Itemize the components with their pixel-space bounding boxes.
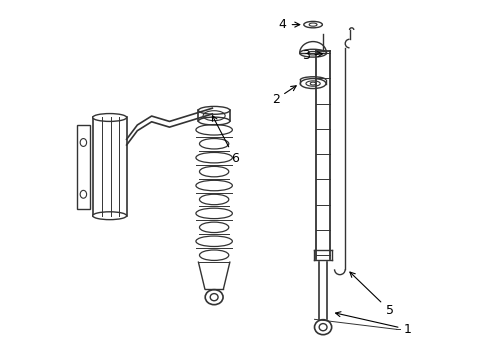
Ellipse shape xyxy=(198,117,229,125)
Ellipse shape xyxy=(198,107,229,114)
Text: 5: 5 xyxy=(349,272,393,317)
Ellipse shape xyxy=(303,21,322,28)
Bar xyxy=(198,111,229,121)
Text: 1: 1 xyxy=(335,312,410,336)
Text: 4: 4 xyxy=(278,18,299,31)
Ellipse shape xyxy=(299,49,326,57)
Ellipse shape xyxy=(93,113,126,121)
Ellipse shape xyxy=(93,212,126,220)
Ellipse shape xyxy=(300,78,325,89)
Text: 3: 3 xyxy=(301,49,322,62)
Bar xyxy=(93,117,126,216)
Text: 2: 2 xyxy=(271,86,296,106)
Bar xyxy=(77,125,90,208)
Text: 6: 6 xyxy=(212,116,238,165)
